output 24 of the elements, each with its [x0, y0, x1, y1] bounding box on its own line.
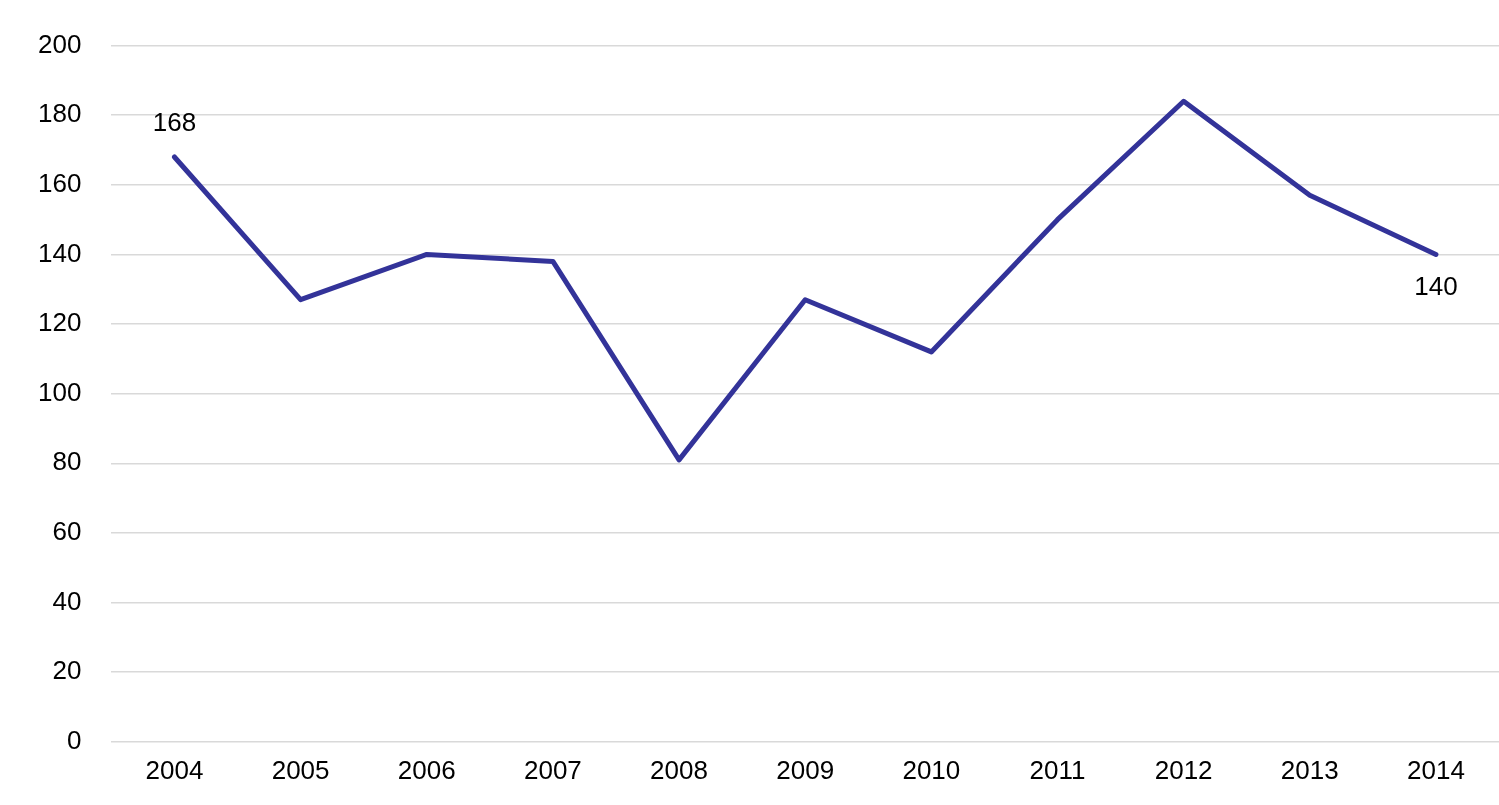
y-tick-label: 140 — [37, 237, 82, 268]
y-tick-label: 120 — [37, 307, 82, 338]
x-tick-label: 2010 — [902, 754, 961, 785]
x-tick-label: 2009 — [776, 754, 835, 785]
x-tick-label: 2008 — [650, 754, 708, 785]
x-tick-label: 2011 — [1029, 754, 1086, 785]
y-tick-label: 200 — [37, 28, 82, 59]
x-tick-label: 2014 — [1407, 754, 1465, 785]
x-tick-label: 2004 — [145, 754, 204, 785]
y-tick-label: 20 — [52, 655, 82, 686]
data-label: 140 — [1414, 270, 1458, 301]
x-tick-label: 2005 — [271, 754, 330, 785]
x-tick-label: 2013 — [1280, 754, 1339, 785]
x-tick-label: 2006 — [397, 754, 456, 785]
y-tick-label: 0 — [66, 724, 82, 755]
x-tick-label: 2012 — [1154, 754, 1213, 785]
y-tick-label: 160 — [37, 168, 82, 199]
y-tick-label: 80 — [52, 446, 82, 477]
y-tick-label: 60 — [52, 516, 82, 547]
y-tick-label: 100 — [37, 376, 82, 407]
data-label: 168 — [152, 107, 197, 138]
y-tick-label: 180 — [37, 98, 82, 129]
x-tick-label: 2007 — [523, 754, 582, 785]
y-tick-label: 40 — [52, 585, 82, 616]
